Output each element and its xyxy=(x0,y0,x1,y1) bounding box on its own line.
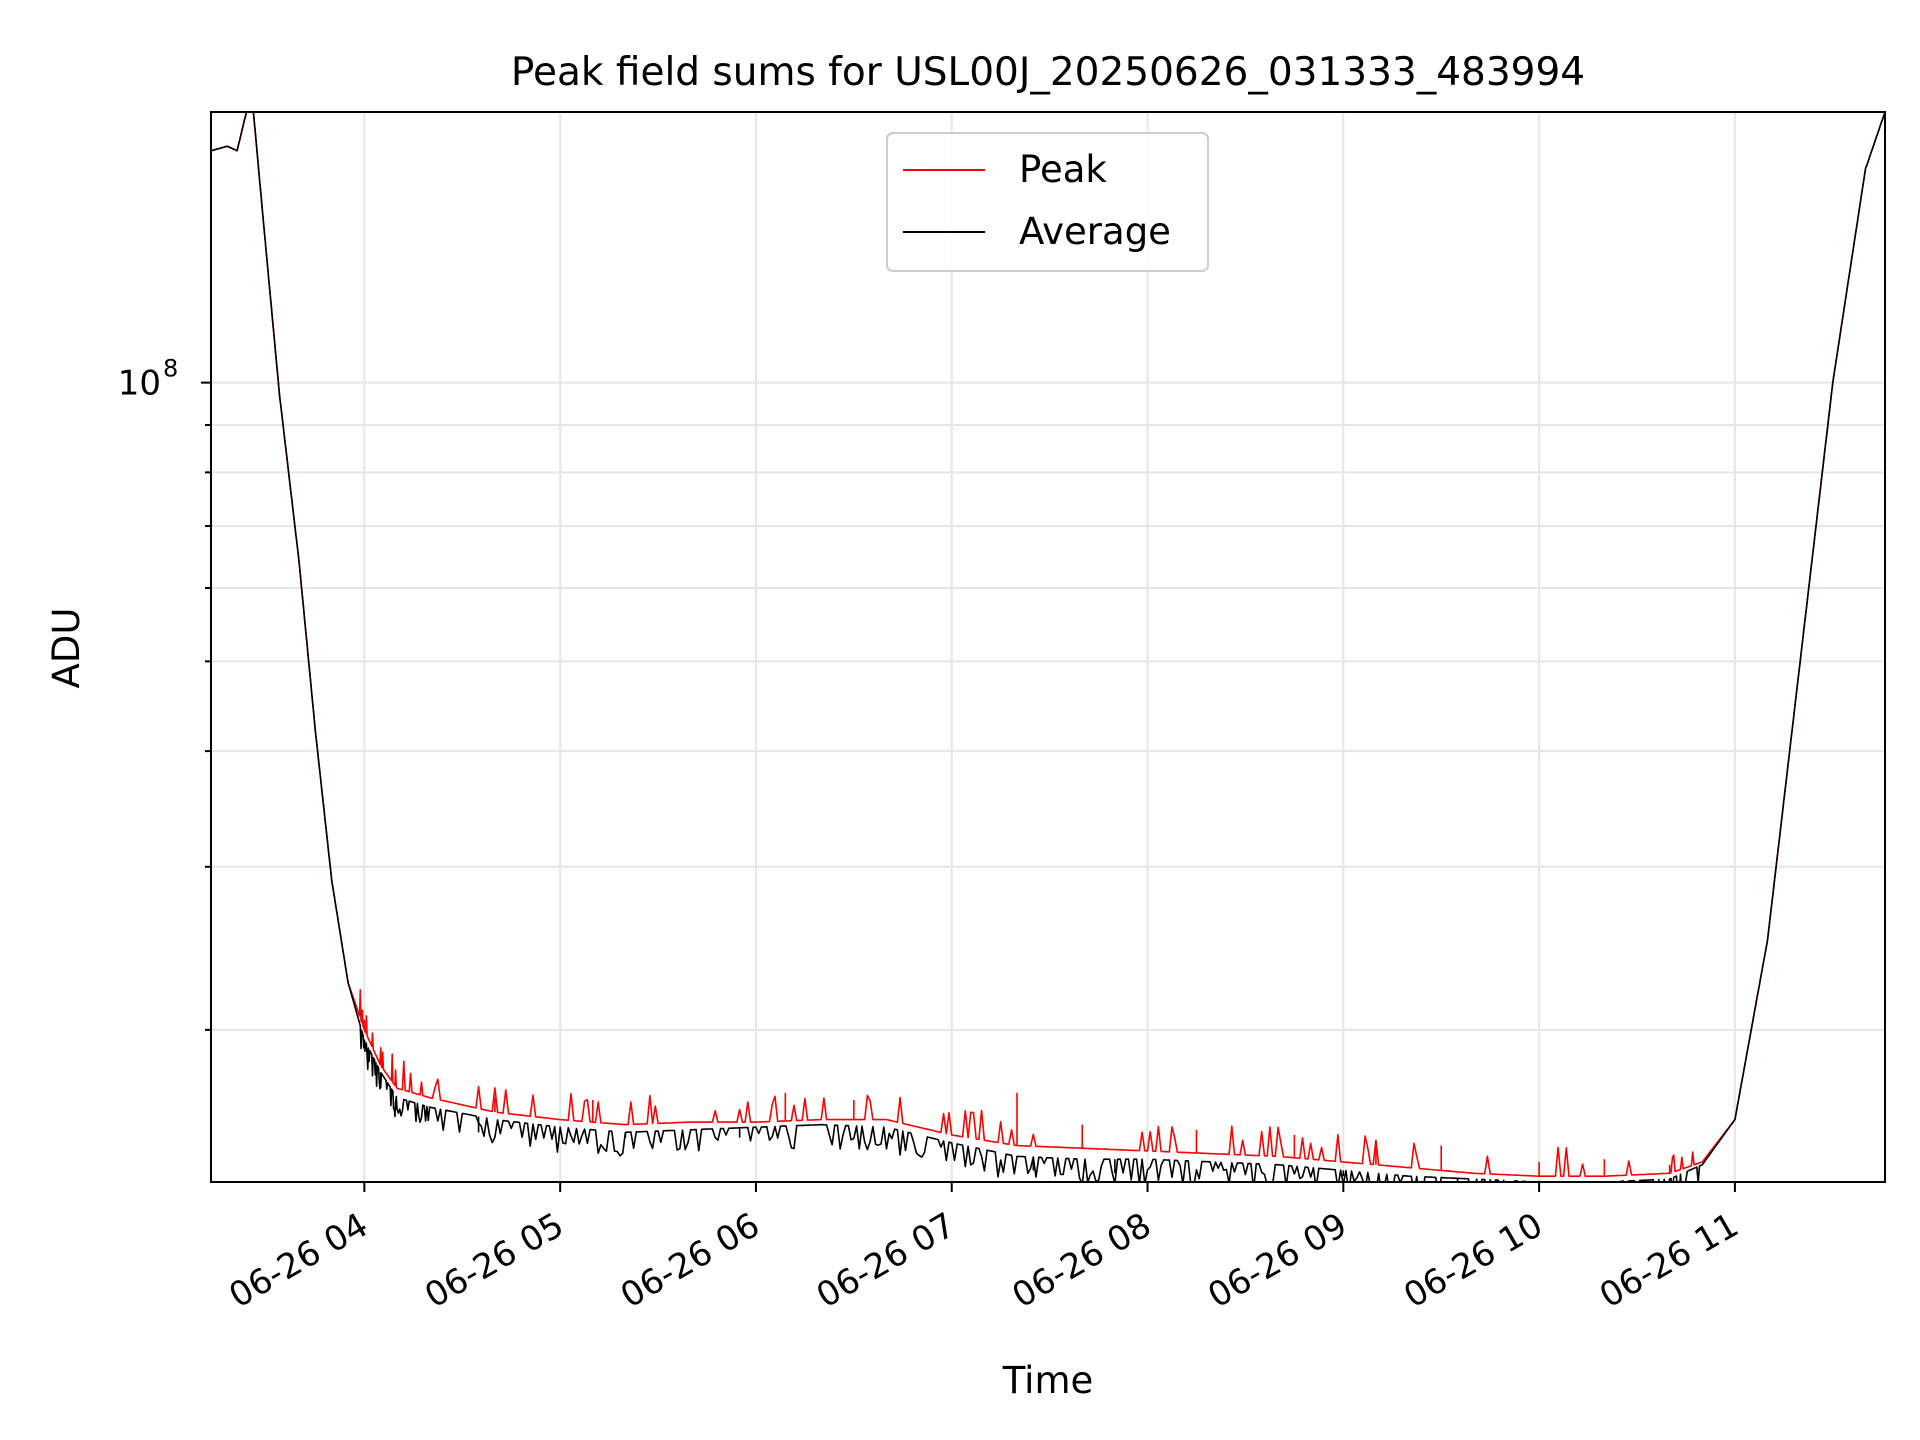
legend: Peak Average xyxy=(886,132,1209,272)
plot-area xyxy=(211,112,1885,1182)
legend-box xyxy=(886,132,1209,272)
y-axis-label: ADU xyxy=(45,608,88,689)
series-layer xyxy=(211,112,1885,1182)
legend-label-peak: Peak xyxy=(1019,148,1107,191)
y-tick-label: 10 xyxy=(118,364,161,404)
y-tick-label-exponent: 8 xyxy=(163,355,178,383)
chart-title: Peak field sums for USL00J_20250626_0313… xyxy=(511,50,1585,95)
series-line-average xyxy=(211,112,1885,1182)
x-axis-label: Time xyxy=(1002,1359,1094,1402)
legend-label-average: Average xyxy=(1019,210,1171,253)
grid xyxy=(211,112,1885,1182)
y-axis-ticks: 10 8 xyxy=(118,355,211,1031)
plot-frame xyxy=(210,111,1886,1183)
